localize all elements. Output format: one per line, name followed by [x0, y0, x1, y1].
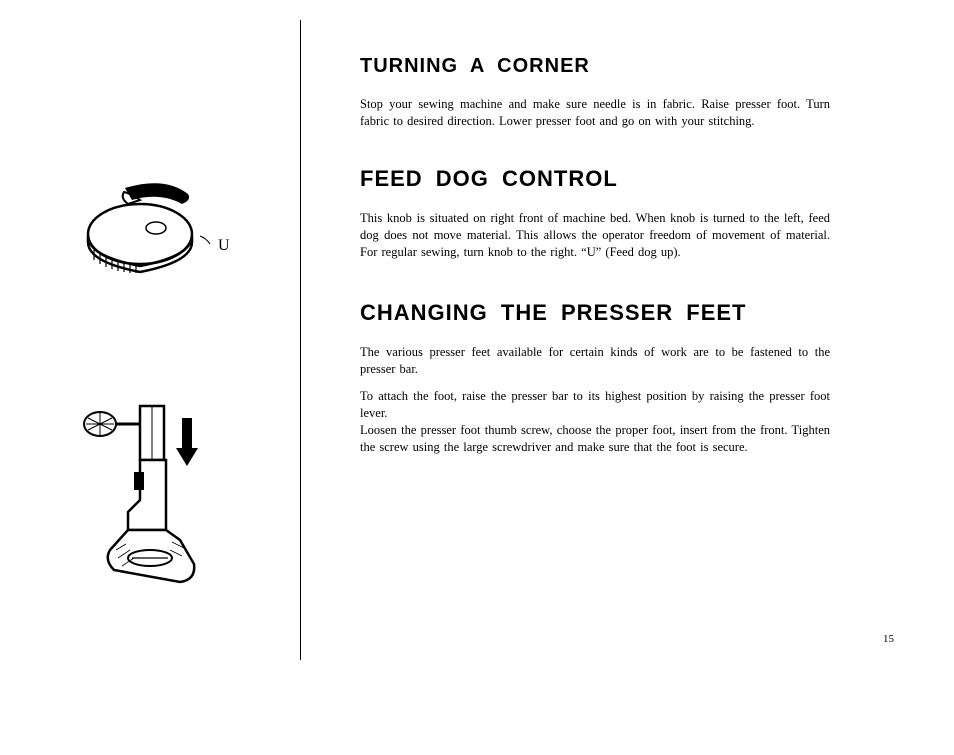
column-divider [300, 20, 301, 660]
text-column: TURNING A CORNER Stop your sewing machin… [360, 55, 830, 466]
paragraph-turning: Stop your sewing machine and make sure n… [360, 96, 830, 130]
presser-foot-icon [70, 400, 240, 600]
heading-feed-dog-control: FEED DOG CONTROL [360, 166, 830, 192]
paragraph-changing-2: To attach the foot, raise the presser ba… [360, 388, 830, 422]
paragraph-changing-1: The various presser feet available for c… [360, 344, 830, 378]
presser-foot-illustration [70, 400, 240, 600]
illustration-column: U [0, 0, 300, 755]
paragraph-changing-3: Loosen the presser foot thumb screw, cho… [360, 422, 830, 456]
knob-u-label: U [218, 237, 230, 254]
paragraph-feed-dog: This knob is situated on right front of … [360, 210, 830, 261]
knob-icon: U [70, 180, 230, 290]
manual-page: U [0, 0, 954, 755]
page-number: 15 [883, 633, 894, 645]
heading-changing-presser-feet: CHANGING THE PRESSER FEET [360, 300, 830, 326]
heading-turning-a-corner: TURNING A CORNER [360, 55, 830, 78]
down-arrow-icon [176, 418, 198, 466]
feed-dog-knob-illustration: U [70, 180, 230, 290]
